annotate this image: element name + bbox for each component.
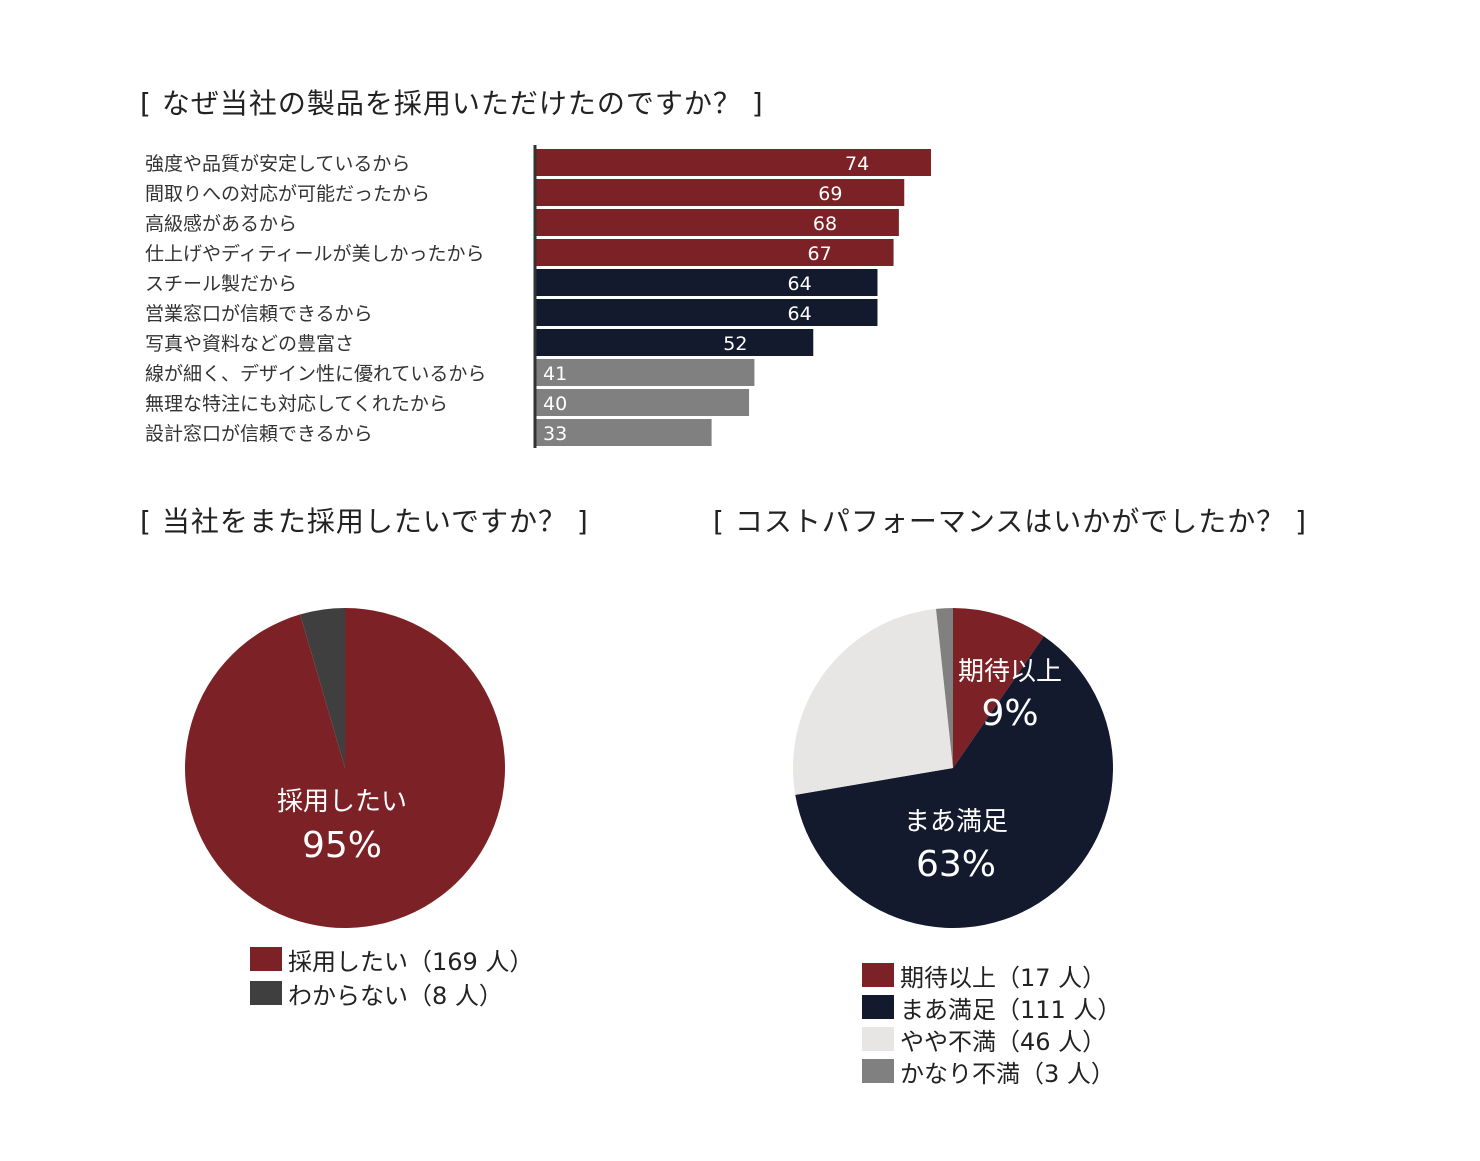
bar xyxy=(535,179,905,206)
bar-category-label: 強度や品質が安定しているから xyxy=(145,153,410,175)
bar xyxy=(535,389,750,416)
legend-item: かなり不満（3 人） xyxy=(862,1055,1121,1088)
bar xyxy=(535,269,878,296)
bar-value-label: 74 xyxy=(845,153,869,175)
bar-category-label: 線が細く、デザイン性に優れているから xyxy=(145,363,486,385)
bar xyxy=(535,299,878,326)
pie-chart-1-legend: 採用したい（169 人） わからない（8 人） xyxy=(250,942,533,1010)
bar-value-label: 41 xyxy=(543,363,567,385)
pie-chart-1-title: [ 当社をまた採用したいですか？ ] xyxy=(140,505,589,538)
bar-value-label: 69 xyxy=(818,183,842,205)
bar-value-label: 67 xyxy=(808,243,832,265)
legend-swatch xyxy=(250,947,282,971)
bar-value-label: 40 xyxy=(543,393,567,415)
legend-swatch xyxy=(862,1059,894,1083)
legend-label: まあ満足（111 人） xyxy=(900,995,1122,1024)
pie-slice-label: 採用したい xyxy=(277,787,407,817)
legend-item: 期待以上（17 人） xyxy=(862,959,1121,992)
legend-label: 期待以上（17 人） xyxy=(900,963,1107,992)
legend-label: かなり不満（3 人） xyxy=(900,1059,1115,1088)
bar-category-label: スチール製だから xyxy=(145,273,297,295)
pie-chart-2-legend: 期待以上（17 人） まあ満足（111 人） やや不満（46 人） かなり不満（… xyxy=(862,959,1122,1088)
pie-chart-2-title: [ コストパフォーマンスはいかがでしたか？ ] xyxy=(713,505,1308,538)
pie-slice xyxy=(935,608,953,768)
pie-slice-percent: 63% xyxy=(916,844,996,885)
bar-category-label: 写真や資料などの豊富さ xyxy=(145,333,354,355)
bar-category-label: 営業窓口が信頼できるから xyxy=(145,303,373,325)
legend-swatch xyxy=(250,981,282,1005)
bar-value-label: 52 xyxy=(723,333,747,355)
pie-chart-1: 採用したい 95% xyxy=(184,608,506,928)
bar-category-label: 設計窓口が信頼できるから xyxy=(145,423,373,445)
legend-swatch xyxy=(862,995,894,1019)
bar xyxy=(535,329,814,356)
pie-slice xyxy=(953,608,1044,768)
bar-value-label: 33 xyxy=(543,423,567,445)
legend-swatch xyxy=(862,963,894,987)
pie-slice xyxy=(793,608,953,795)
pie-slice xyxy=(300,608,345,768)
bar xyxy=(535,419,712,446)
bar xyxy=(535,359,755,386)
pie-slice xyxy=(795,636,1113,928)
legend-item: 採用したい（169 人） xyxy=(250,942,533,976)
bar-category-label: 無理な特注にも対応してくれたから xyxy=(145,393,448,415)
legend-item: やや不満（46 人） xyxy=(862,1023,1121,1056)
pie-slice-percent: 95% xyxy=(302,825,382,866)
pie-slice-label: 期待以上 xyxy=(958,657,1062,687)
legend-item: まあ満足（111 人） xyxy=(862,991,1122,1024)
bar-chart-title: [ なぜ当社の製品を採用いただけたのですか？ ] xyxy=(140,87,764,120)
legend-label: やや不満（46 人） xyxy=(900,1027,1107,1056)
bar-category-label: 間取りへの対応が可能だったから xyxy=(145,183,430,205)
bar-chart: 強度や品質が安定しているから 74 間取りへの対応が可能だったから 69 高級感があるか… xyxy=(145,145,931,448)
legend-label: 採用したい（169 人） xyxy=(288,947,534,976)
legend-item: わからない（8 人） xyxy=(250,976,533,1010)
bar-value-label: 64 xyxy=(787,273,811,295)
pie-chart-2: 期待以上 9% まあ満足 63% xyxy=(793,608,1113,928)
bar-value-label: 64 xyxy=(787,303,811,325)
legend-label: わからない（8 人） xyxy=(288,981,503,1010)
bar-category-label: 高級感があるから xyxy=(145,213,297,235)
legend-swatch xyxy=(862,1027,894,1051)
pie-slice-label: まあ満足 xyxy=(904,807,1008,837)
pie-slice-percent: 9% xyxy=(981,693,1038,734)
bar xyxy=(535,209,899,236)
bar-category-label: 仕上げやディティールが美しかったから xyxy=(145,243,485,265)
bar xyxy=(535,149,931,176)
bar-value-label: 68 xyxy=(813,213,837,235)
bar xyxy=(535,239,894,266)
